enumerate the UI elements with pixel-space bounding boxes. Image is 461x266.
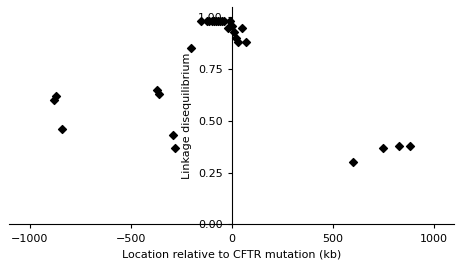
Point (208, 19, 215, 24)
Point (58, 127, 65, 131)
Point (50, 98, 58, 102)
Point (212, 19, 219, 24)
Point (396, 144, 403, 148)
Point (171, 146, 179, 150)
Point (214, 19, 221, 24)
Point (234, 40, 242, 44)
Point (218, 19, 225, 24)
Point (379, 146, 387, 150)
Y-axis label: Linkage disequilibrium: Linkage disequilibrium (183, 52, 192, 179)
Point (349, 160, 357, 164)
Point (210, 19, 217, 24)
Point (155, 92, 163, 96)
Point (242, 40, 249, 44)
Point (188, 46, 195, 51)
Point (153, 88, 160, 92)
Point (198, 19, 205, 24)
Point (224, 26, 231, 30)
Point (206, 19, 213, 24)
Point (216, 19, 223, 24)
Point (230, 30, 237, 34)
Point (232, 36, 239, 40)
Point (226, 19, 233, 24)
Point (170, 133, 177, 138)
Point (52, 94, 59, 98)
Point (220, 19, 227, 24)
Point (406, 144, 413, 148)
Point (238, 26, 246, 30)
Point (204, 19, 211, 24)
X-axis label: Location relative to CFTR mutation (kb): Location relative to CFTR mutation (kb) (122, 249, 341, 259)
Point (228, 23, 236, 28)
